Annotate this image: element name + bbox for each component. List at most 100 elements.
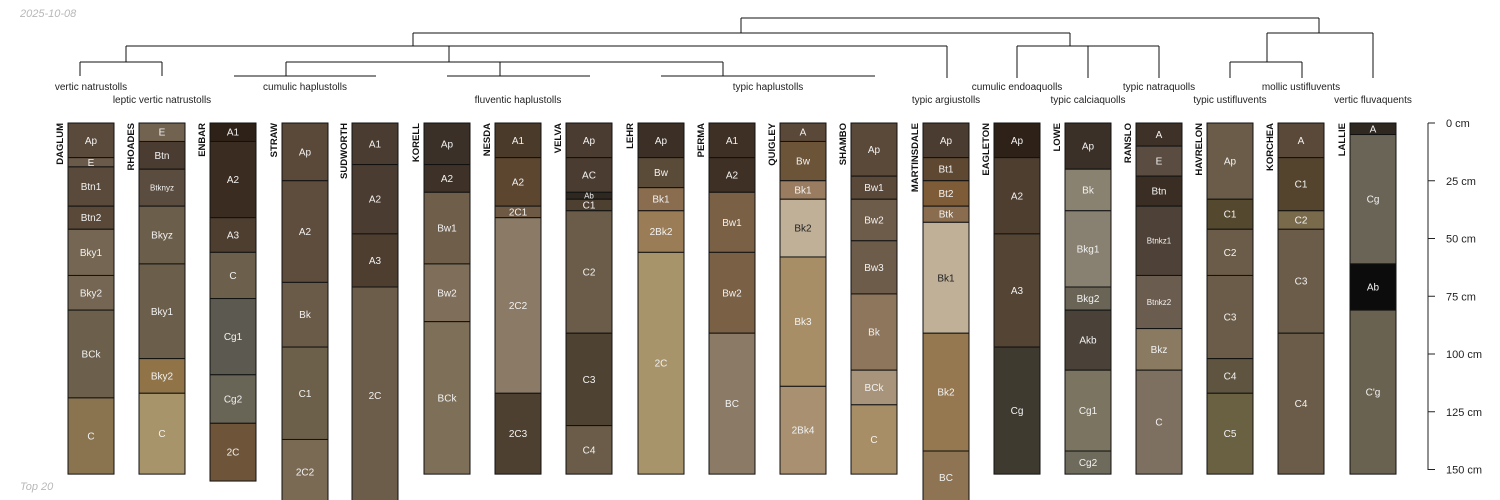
horizon-label: E [1156,157,1163,168]
horizon-label: C4 [1295,399,1308,410]
horizon-daglum-bky2 [67,274,115,311]
horizon-rhoades-bky2 [138,358,186,394]
group-label-typic-argiustolls: typic argiustolls [912,95,980,106]
horizon-enbar-cg2 [209,374,257,424]
horizon-eagleton-a3 [993,233,1041,348]
horizon-lehr-bw [637,157,685,189]
profile-name-havrelon: HAVRELON [1194,123,1205,176]
horizon-label: Bk1 [794,185,812,196]
horizon-label: Bk [1082,185,1095,196]
horizon-label: Bk2 [937,388,955,399]
group-label-vertic-natrustolls: vertic natrustolls [55,82,127,93]
profile-name-lehr: LEHR [625,123,636,149]
horizon-label: Btknyz [150,183,174,192]
group-label-mollic-ustifluvents: mollic ustifluvents [1262,82,1340,93]
depth-axis-label: 100 cm [1446,349,1482,361]
horizon-lowe-cg1 [1064,369,1112,452]
horizon-perma-bw2 [708,251,756,334]
profile-name-quigley: QUIGLEY [767,122,778,165]
horizon-straw-a2 [281,180,329,283]
horizon-label: A2 [299,227,312,238]
horizon-daglum-bck [67,309,115,399]
horizon-label: Btnkz1 [1147,237,1172,246]
horizon-lowe-ap [1064,122,1112,170]
horizon-label: A3 [1011,286,1024,297]
horizon-label: Bk1 [652,195,670,206]
horizon-label: 2C3 [509,429,528,440]
horizon-sudworth-2c [351,286,399,500]
horizon-label: A [800,128,807,139]
horizon-enbar-2c [209,422,257,482]
horizon-sudworth-a1 [351,122,399,166]
horizon-straw-bk [281,281,329,348]
horizon-label: C1 [299,389,312,400]
horizon-perma-a1 [708,122,756,159]
depth-axis-label: 25 cm [1446,176,1476,188]
horizon-nesda-2c2 [494,217,542,394]
horizon-label: Cg2 [1079,458,1098,469]
horizon-label: A1 [369,139,382,150]
profile-name-lowe: LOWE [1052,123,1063,152]
profile-name-shambo: SHAMBO [838,123,849,165]
horizon-daglum-ap [67,122,115,159]
horizon-label: Bw2 [864,216,884,227]
depth-axis-label: 150 cm [1446,465,1482,477]
horizon-label: C2 [1295,216,1308,227]
horizon-velva-c2 [565,210,613,334]
horizon-label: C2 [583,267,596,278]
horizon-korchea-c1 [1277,157,1325,212]
horizon-enbar-a3 [209,217,257,253]
horizon-label: Cg1 [224,332,243,343]
horizon-label: C4 [583,445,596,456]
horizon-daglum-btn1 [67,166,115,207]
profile-name-eagleton: EAGLETON [981,123,992,176]
horizon-straw-ap [281,122,329,182]
horizon-label: E [159,128,166,139]
horizon-label: BC [725,399,739,410]
horizon-nesda-a2 [494,157,542,207]
horizon-label: C [87,432,94,443]
horizon-label: A2 [227,175,240,186]
horizon-label: 2Bk2 [650,227,673,238]
horizon-velva-c4 [565,425,613,475]
horizon-label: Ap [655,136,668,147]
horizon-label: Akb [1079,336,1097,347]
horizon-label: 2C2 [296,467,315,478]
horizon-velva-c3 [565,332,613,427]
horizon-quigley-2bk4 [779,385,827,475]
horizon-label: 2C1 [509,207,528,218]
profile-name-nesda: NESDA [482,123,493,156]
horizon-korell-bw1 [423,191,471,265]
horizon-sudworth-a2 [351,164,399,235]
horizon-label: Bt1 [938,165,953,176]
horizon-havrelon-c3 [1206,274,1254,360]
horizon-label: Bw2 [722,288,742,299]
footer-label: Top 20 [20,481,54,493]
horizon-eagleton-ap [993,122,1041,159]
horizon-label: 2C [227,448,240,459]
horizon-label: C1 [1295,180,1308,191]
horizon-velva-ap [565,122,613,159]
horizon-label: Bw3 [864,263,884,274]
horizon-label: Bk2 [794,224,812,235]
horizon-ranslo-bkz [1135,328,1183,371]
horizon-korchea-c4 [1277,332,1325,475]
horizon-label: Bk [299,310,312,321]
horizon-label: A1 [227,128,240,139]
horizon-label: Bt2 [938,189,953,200]
horizon-label: C4 [1224,371,1237,382]
horizon-quigley-bw [779,140,827,182]
horizon-martinsdale-bc [922,450,970,500]
horizon-perma-a2 [708,157,756,193]
horizon-label: C [158,429,165,440]
horizon-label: Bkyz [151,231,173,242]
horizon-shambo-ap [850,122,898,177]
group-label-typic-haplustolls: typic haplustolls [733,82,804,93]
date-label: 2025-10-08 [20,8,77,20]
horizon-label: A2 [441,174,454,185]
group-label-typic-calciaquolls: typic calciaquolls [1050,95,1125,106]
group-label-fluventic-haplustolls: fluventic haplustolls [475,95,562,106]
horizon-eagleton-cg [993,346,1041,475]
horizon-label: Ap [85,136,98,147]
horizon-label: 2C [655,359,668,370]
